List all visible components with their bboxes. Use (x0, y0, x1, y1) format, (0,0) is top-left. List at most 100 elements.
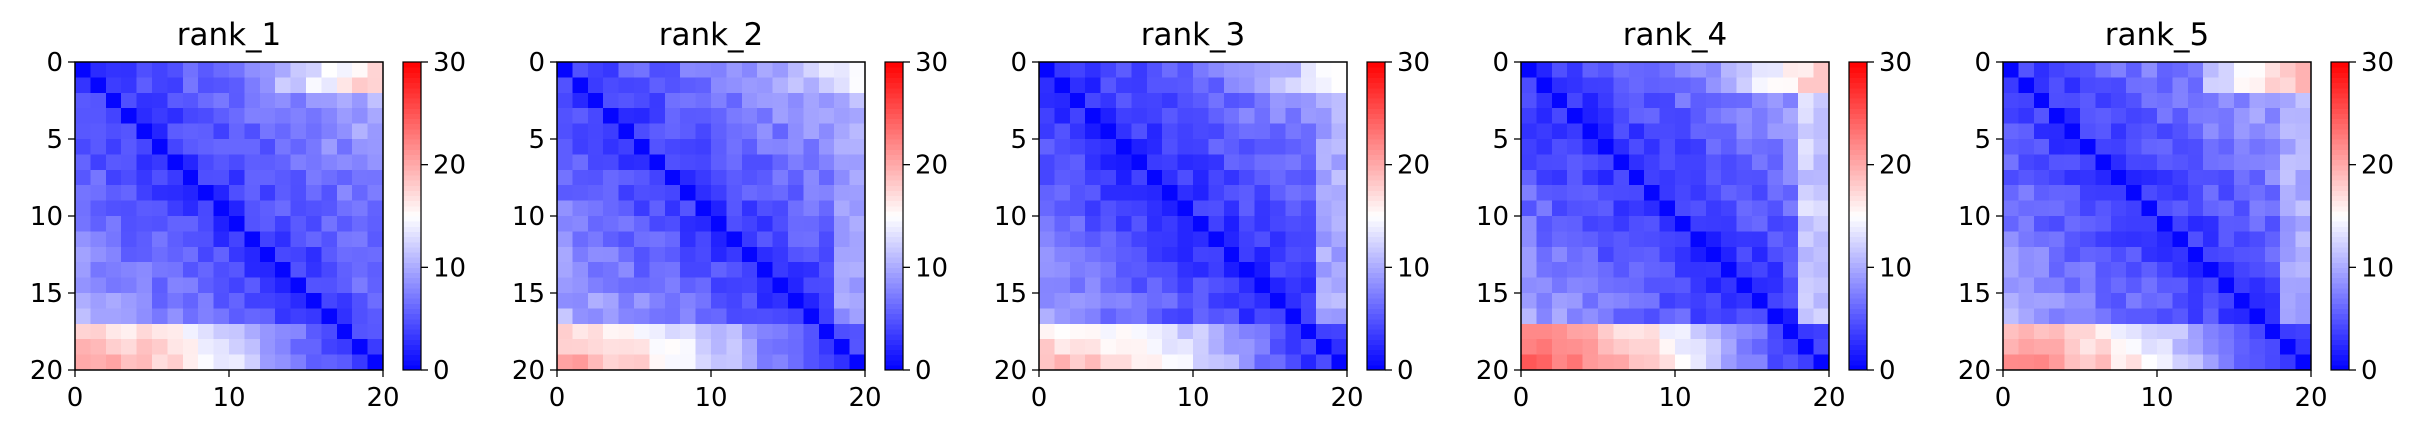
heatmap-cell (1690, 323, 1707, 340)
heatmap-cell (2249, 139, 2266, 155)
y-tick-label: 10 (1958, 202, 1991, 232)
heatmap-cell (1223, 62, 1240, 78)
heatmap-cell (2218, 262, 2235, 279)
heatmap-cell (2187, 246, 2204, 263)
heatmap-cell (1567, 231, 1584, 248)
heatmap-cell (1146, 139, 1163, 155)
heatmap-cell (741, 246, 758, 263)
heatmap-cell (1208, 139, 1225, 155)
heatmap-cell (2064, 169, 2081, 186)
colorbar-segment (1367, 298, 1385, 304)
x-tick-label: 20 (366, 383, 399, 413)
heatmap-cell (1705, 216, 1722, 232)
colorbar-segment (1367, 72, 1385, 78)
heatmap-cell (1736, 123, 1753, 140)
heatmap-cell (121, 308, 138, 325)
heatmap-cell (1146, 323, 1163, 340)
heatmap-cell (2126, 123, 2143, 140)
heatmap-cell (803, 185, 820, 202)
heatmap-cell (2049, 354, 2066, 371)
heatmap-cell (1551, 308, 1568, 325)
heatmap-cell (2080, 216, 2096, 232)
heatmap-cell (634, 154, 650, 171)
heatmap-cell (198, 293, 215, 309)
colorbar-segment (885, 246, 903, 253)
heatmap-cell (336, 246, 353, 263)
heatmap-cell (1798, 139, 1815, 155)
colorbar-segment (885, 139, 903, 145)
heatmap-cell (1644, 77, 1661, 94)
heatmap-cell (306, 262, 322, 279)
heatmap-cell (1798, 185, 1815, 202)
heatmap-cell (664, 339, 681, 356)
heatmap-cell (664, 169, 681, 186)
heatmap-cell (229, 169, 245, 186)
heatmap-cell (1069, 262, 1086, 279)
heatmap-cell (1551, 277, 1568, 294)
heatmap-cell (213, 246, 230, 263)
heatmap-cell (1208, 185, 1225, 202)
heatmap-cell (1285, 354, 1302, 371)
heatmap-cell (290, 92, 307, 109)
heatmap-cell (726, 339, 743, 356)
heatmap-cell (259, 169, 276, 186)
heatmap-cell (849, 169, 866, 186)
heatmap-cell (213, 293, 230, 309)
heatmap-cell (1069, 62, 1086, 78)
heatmap-cell (634, 123, 650, 140)
colorbar-segment (403, 133, 421, 140)
heatmap-cell (167, 216, 184, 232)
heatmap-cell (664, 277, 681, 294)
colorbar-segment (1849, 169, 1867, 176)
colorbar-segment (2331, 180, 2349, 186)
heatmap-cell (182, 139, 199, 155)
heatmap-cell (1270, 77, 1286, 94)
heatmap-cell (1100, 216, 1117, 232)
heatmap-cell (1782, 169, 1799, 186)
heatmap-cell (1536, 354, 1553, 371)
heatmap-cell (834, 185, 851, 202)
heatmap-cell (306, 62, 322, 78)
heatmap-cell (1239, 185, 1256, 202)
heatmap-cell (2064, 277, 2081, 294)
colorbar-segment (885, 174, 903, 181)
heatmap-cell (121, 246, 138, 263)
heatmap-cell (2249, 92, 2266, 109)
heatmap-cell (2203, 108, 2220, 125)
heatmap-cell (1659, 293, 1676, 309)
heatmap-cell (2018, 185, 2035, 202)
heatmap-cell (136, 200, 153, 217)
heatmap-cell (259, 231, 276, 248)
heatmap-cell (1054, 216, 1071, 232)
heatmap-cell (680, 354, 697, 371)
colorbar-segment (403, 231, 421, 238)
heatmap-cell (649, 108, 666, 125)
heatmap-cell (2234, 339, 2250, 356)
colorbar-segment (2331, 144, 2349, 150)
colorbar-segment (885, 226, 903, 232)
heatmap-cell (105, 231, 122, 248)
heatmap-cell (557, 139, 573, 155)
heatmap-cell (1316, 293, 1333, 309)
heatmap-cell (680, 62, 697, 78)
heatmap-cell (1736, 277, 1753, 294)
colorbar-segment (2331, 349, 2349, 356)
heatmap-cell (2187, 293, 2204, 309)
heatmap-cell (229, 108, 245, 125)
heatmap-cell (2110, 293, 2127, 309)
heatmap-cell (275, 262, 292, 279)
colorbar-segment (2331, 77, 2349, 84)
heatmap-cell (1536, 262, 1553, 279)
colorbar-segment (885, 334, 903, 340)
heatmap-cell (1567, 262, 1584, 279)
heatmap-cell (1782, 262, 1799, 279)
heatmap-cell (2203, 339, 2220, 356)
heatmap-cell (1536, 108, 1553, 125)
heatmap-cell (2064, 77, 2081, 94)
heatmap-cell (1285, 216, 1302, 232)
heatmap-cell (121, 216, 138, 232)
heatmap-cell (1223, 339, 1240, 356)
heatmap-cell (121, 339, 138, 356)
heatmap-cell (259, 216, 276, 232)
colorbar-segment (885, 77, 903, 84)
